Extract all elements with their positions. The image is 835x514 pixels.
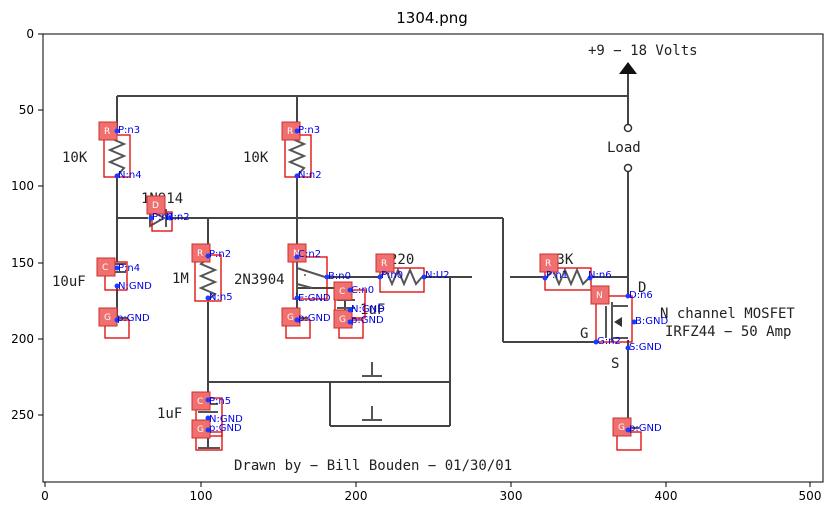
gate-label: G [580,326,588,342]
pin-label: N:n2 [166,212,190,223]
annotation-badges: R R D C R N R C R N C G G G G G [96,121,632,439]
pin-label: p:GND [351,315,384,326]
pin-label: S:GND [629,342,662,353]
badge-label: C [197,397,203,407]
pin-label: C:n2 [298,249,321,260]
r4-value: 220 [389,252,414,268]
y-tick-label: 0 [26,27,34,41]
pin-label: N:GND [118,281,152,292]
pin-label: N:n4 [118,170,142,181]
pin-label: N:GND [351,304,385,315]
pin-label: B:GND [635,316,668,327]
pin-label: P:n2 [209,249,231,260]
badge-label: G [339,315,346,325]
cap2-value: 1uF [360,302,385,318]
pin-label: p:GND [298,313,331,324]
pin-label: N:n5 [209,292,233,303]
badge-label: C [102,263,108,273]
pin-label: N:n6 [588,270,612,281]
pin-label: N:n2 [298,170,322,181]
badge-label: N [596,291,603,301]
pin-label: P:n4 [118,263,140,274]
pin-label: p:GND [209,423,242,434]
y-axis: 0 50 100 150 200 250 [11,27,43,422]
y-tick-label: 250 [11,408,34,422]
pin-label: P:n1 [546,270,568,281]
y-tick-label: 200 [11,332,34,346]
pin-label: P:n3 [298,125,320,136]
badge-label: R [381,259,387,269]
pin-label: P:n5 [209,396,231,407]
pin-label: p:GND [629,423,662,434]
supply-label: +9 − 18 Volts [588,43,698,59]
mosfet-part: IRFZ44 − 50 Amp [665,324,791,340]
figure-title: 1304.png [396,9,468,27]
pin-label: E:GND [298,293,331,304]
load-label: Load [607,140,641,156]
pin-label: p:GND [117,313,150,324]
badge-label: G [104,313,111,323]
credit-line: Drawn by − Bill Bouden − 01/30/01 [234,458,512,474]
bbox-mosfet [595,295,633,343]
r3-value: 1M [172,271,189,287]
x-tick-label: 100 [190,489,213,503]
cap1-value: 10uF [52,274,86,290]
badge-label: N [293,249,300,259]
badge-label: R [287,127,293,137]
pin-label: P:n3 [118,125,140,136]
x-axis: 0 100 200 300 400 500 [41,482,821,503]
badge-label: G [618,423,625,433]
schematic-wires [116,74,629,448]
pin-label: P:n0 [381,270,403,281]
cap3-value: 1uF [157,406,182,422]
y-tick-label: 150 [11,256,34,270]
x-tick-label: 500 [799,489,822,503]
annotation-pins: P:n3 N:n4 P:n3 N:n2 P:n1 N:n2 P:n4 N:GND… [114,125,668,434]
pin-label: N:GND [209,414,243,425]
pin-label: N:U2 [425,270,450,281]
x-tick-label: 200 [345,489,368,503]
x-tick-label: 0 [41,489,49,503]
r1-value: 10K [62,150,88,166]
badge-label: G [197,425,204,435]
schematic-labels: +9 − 18 Volts Load 10K 10K 1N914 10uF 1M… [52,43,795,474]
drain-label: D [638,280,646,296]
y-tick-label: 100 [11,179,34,193]
bbox-r4 [379,267,425,293]
axes-frame [42,33,824,483]
mosfet-type: N channel MOSFET [660,306,795,322]
pin-label: D:n6 [629,290,653,301]
badge-label: R [545,259,551,269]
pin-label: C:n0 [351,285,374,296]
badge-label: C [339,287,345,297]
x-tick-label: 400 [655,489,678,503]
badge-label: R [104,127,110,137]
pin-label: G:n2 [597,336,621,347]
x-tick-label: 300 [500,489,523,503]
badge-label: D [152,201,159,211]
r2-value: 10K [243,150,269,166]
transistor-label: 2N3904 [234,272,285,288]
source-label: S [611,356,619,372]
badge-label: R [197,249,203,259]
pin-label: B:n0 [328,271,351,282]
badge-label: G [287,313,294,323]
pin-label: P:n1 [152,212,174,223]
y-tick-label: 50 [19,103,34,117]
